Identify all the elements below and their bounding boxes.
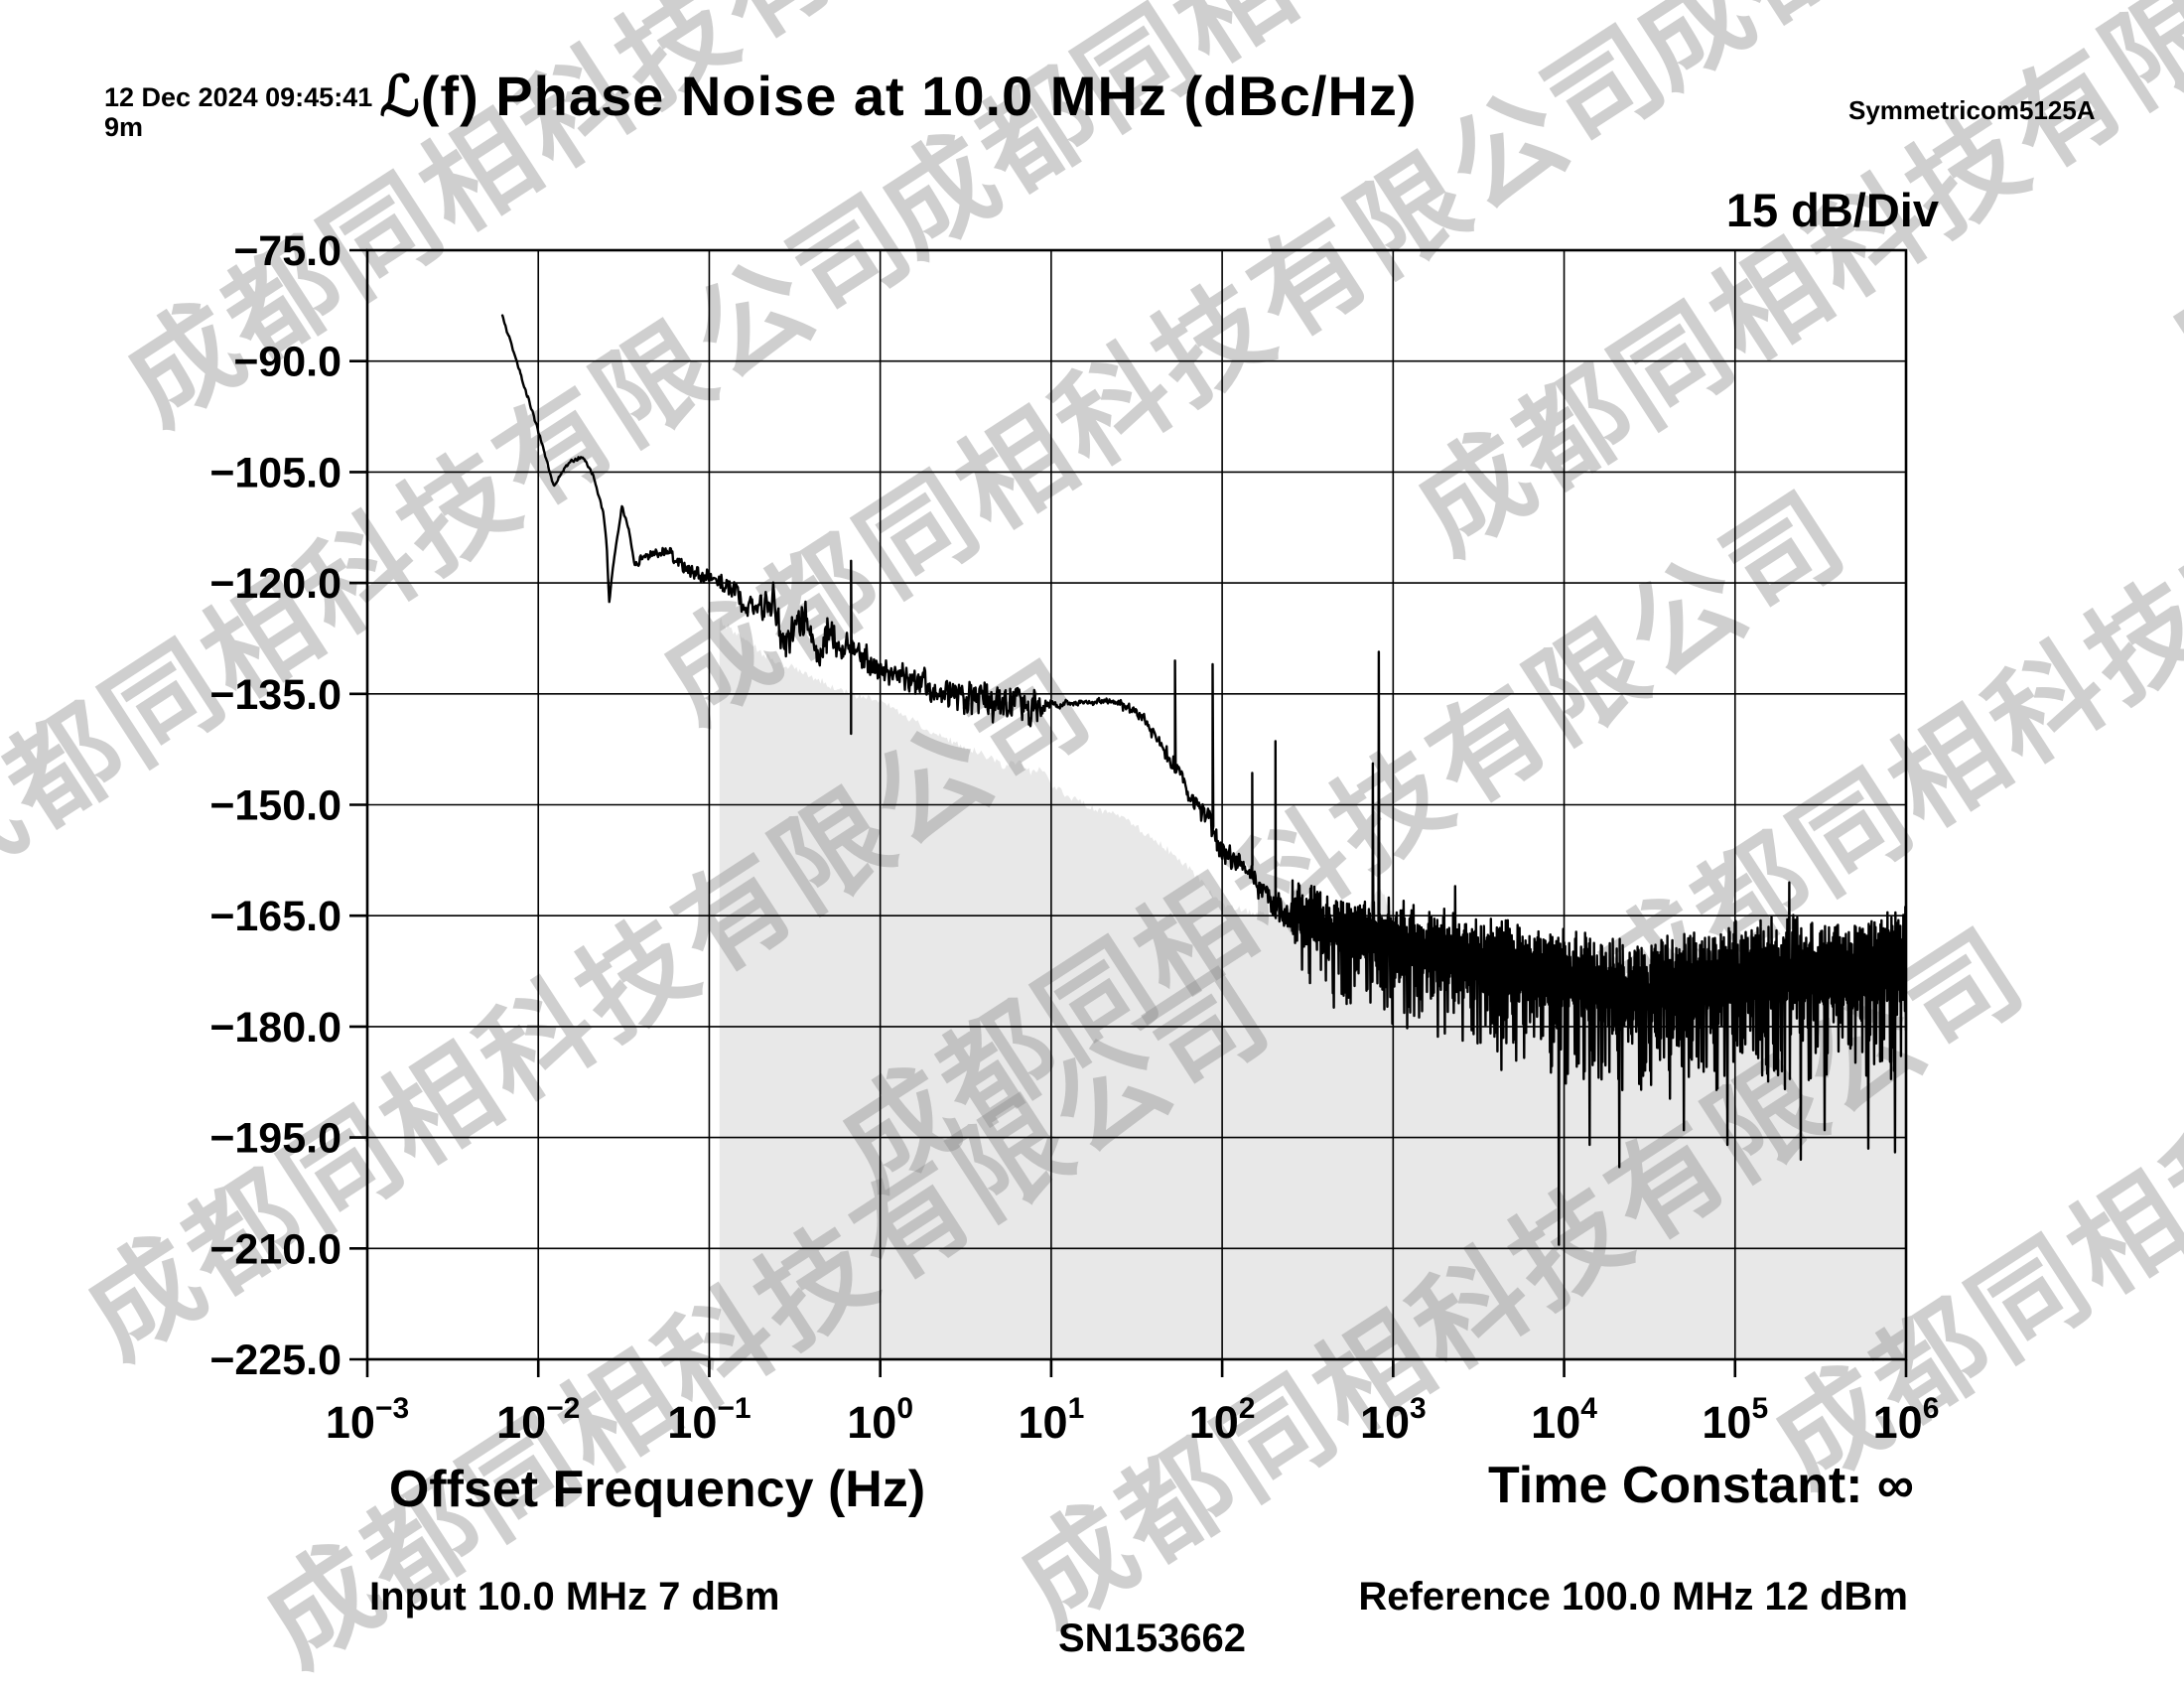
y-tick-label: −195.0 xyxy=(209,1115,341,1163)
instrument-model: Symmetricom5125A xyxy=(1848,95,2096,125)
y-tick-label: −165.0 xyxy=(209,893,341,940)
measurement-timestamp: 12 Dec 2024 09:45:41 xyxy=(104,82,373,112)
serial-number: SN153662 xyxy=(1058,1617,1247,1660)
x-tick-label: 10−3 xyxy=(326,1392,409,1448)
y-tick-label: −75.0 xyxy=(233,227,341,275)
reference-signal-label: Reference 100.0 MHz 12 dBm xyxy=(1358,1575,1908,1618)
x-tick-label: 10−2 xyxy=(496,1392,580,1448)
phase-noise-trace xyxy=(500,314,1908,1246)
scale-per-division: 15 dB/Div xyxy=(1725,184,1939,236)
x-axis-title: Offset Frequency (Hz) xyxy=(388,1461,926,1518)
x-tick-label: 10−1 xyxy=(667,1392,751,1448)
x-tick-label: 100 xyxy=(847,1392,913,1448)
time-constant-label: Time Constant: ∞ xyxy=(1487,1457,1914,1514)
x-tick-label: 101 xyxy=(1019,1392,1085,1448)
y-tick-label: −210.0 xyxy=(209,1225,341,1273)
measurement-duration: 9m xyxy=(104,112,144,142)
y-tick-label: −120.0 xyxy=(209,560,341,608)
y-tick-label: −135.0 xyxy=(209,671,341,719)
x-tick-label: 105 xyxy=(1702,1392,1768,1448)
x-tick-label: 102 xyxy=(1189,1392,1256,1448)
chart-title: ℒ(f) Phase Noise at 10.0 MHz (dBc/Hz) xyxy=(379,65,1418,127)
x-tick-label: 103 xyxy=(1360,1392,1427,1448)
y-tick-label: −90.0 xyxy=(233,339,341,386)
y-tick-label: −105.0 xyxy=(209,449,341,496)
input-signal-label: Input 10.0 MHz 7 dBm xyxy=(369,1575,780,1618)
y-tick-label: −225.0 xyxy=(209,1336,341,1384)
y-tick-label: −180.0 xyxy=(209,1004,341,1052)
y-tick-label: −150.0 xyxy=(209,782,341,830)
x-tick-label: 106 xyxy=(1873,1392,1940,1448)
x-tick-label: 104 xyxy=(1531,1392,1597,1448)
